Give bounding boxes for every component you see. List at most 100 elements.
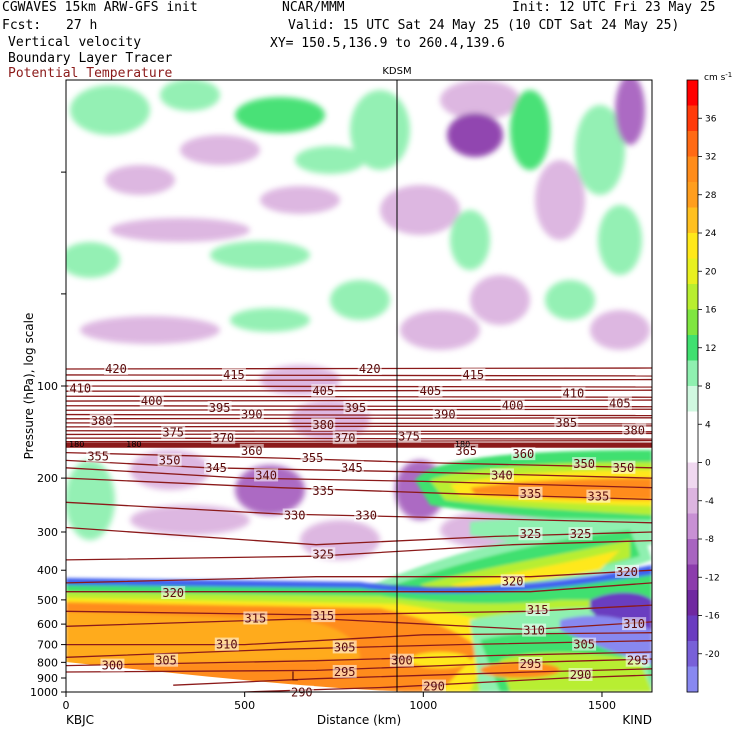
org-label: NCAR/MMM xyxy=(282,0,345,15)
isentrope-label: 315 xyxy=(245,611,267,625)
isentrope-label-bg xyxy=(282,508,307,522)
isentrope-label: 320 xyxy=(502,574,524,588)
isentrope-label: 325 xyxy=(570,527,592,541)
isentrope-label-bg xyxy=(311,384,336,398)
model-title: CGWAVES 15km ARW-GFS init xyxy=(2,0,198,15)
isentrope-label-bg xyxy=(461,367,486,381)
isentrope-label: 390 xyxy=(241,408,263,422)
colorbar-swatch xyxy=(687,258,698,285)
isentrope-label: 365 xyxy=(455,444,477,458)
colorbar-tick-label: -12 xyxy=(705,573,720,583)
xy-endpoints: XY= 150.5,136.9 to 260.4,139.6 xyxy=(270,36,505,51)
isentrope-label: 420 xyxy=(105,362,127,376)
isentrope-label-bg xyxy=(214,637,239,651)
isentrope-line xyxy=(66,459,652,479)
isentrope-label-bg xyxy=(211,431,236,445)
colorbar-swatch xyxy=(687,131,698,157)
isentrope-label: 290 xyxy=(423,680,445,694)
colorbar-swatch xyxy=(687,615,698,642)
isentrope-label-bg xyxy=(397,429,422,443)
y-tick-label: 200 xyxy=(37,472,58,485)
colorbar-unit: cm s-1 xyxy=(704,71,732,83)
colorbar-swatch xyxy=(687,207,698,234)
isentrope-label: 395 xyxy=(209,401,231,415)
isentrope-label: 385 xyxy=(555,416,577,430)
isentrope-line xyxy=(66,374,652,377)
isentrope-label: 355 xyxy=(302,451,324,465)
isentrope-label: 320 xyxy=(616,565,638,579)
isentrope-label-bg xyxy=(89,413,114,427)
isentrope-label: 305 xyxy=(573,638,595,652)
isentrope-label-bg xyxy=(518,527,543,541)
valid-time: Valid: 15 UTC Sat 24 May 25 (10 CDT Sat … xyxy=(288,18,680,33)
colorbar-swatch xyxy=(687,564,698,591)
isentrope-labels: 420 415 420 415 410 405 405 410 400 395 395 400 405 3… xyxy=(68,362,650,700)
isentrope-label-bg xyxy=(525,603,550,617)
isentrope-label: 415 xyxy=(462,368,484,382)
isentrope-label: 350 xyxy=(159,453,181,467)
isentrope-label: 360 xyxy=(241,444,263,458)
tropopause-label: 180 xyxy=(69,440,84,449)
isentrope-label-bg xyxy=(561,386,586,400)
isentrope-label-bg xyxy=(389,653,414,667)
colorbar-swatch xyxy=(687,284,698,310)
colorbar-swatch xyxy=(687,666,698,693)
isentrope-label: 290 xyxy=(291,686,313,700)
isentrope-label-bg xyxy=(254,468,279,482)
isentrope-label: 345 xyxy=(341,461,363,475)
colorbar-tick-label: 32 xyxy=(705,153,716,163)
isentrope-label: 335 xyxy=(312,484,334,498)
colorbar-swatch xyxy=(687,488,698,514)
isentrope-label: 415 xyxy=(223,368,245,382)
isentrope-label: 330 xyxy=(284,509,306,523)
isentrope-label: 335 xyxy=(520,487,542,501)
isentrope-line xyxy=(66,569,652,584)
isentrope-label-bg xyxy=(243,611,268,625)
y-tick-label: 300 xyxy=(37,526,58,539)
mid-station-label: KDSM xyxy=(382,66,411,77)
colorbar-tick-label: -4 xyxy=(705,497,714,507)
field-bl-tracer: Boundary Layer Tracer xyxy=(8,51,173,66)
isentrope-label: 355 xyxy=(87,450,109,464)
isentrope-label: 395 xyxy=(345,401,367,415)
isentrope-label: 370 xyxy=(334,431,356,445)
isentrope-label: 325 xyxy=(520,527,542,541)
colorbar-swatch xyxy=(687,105,698,132)
isentrope-line xyxy=(66,378,652,382)
colorbar-swatch xyxy=(687,360,698,387)
isentrope-label: 295 xyxy=(627,654,649,668)
isentrope-label: 380 xyxy=(623,424,645,438)
vertical-velocity-field xyxy=(66,80,652,692)
isentrope-label-bg xyxy=(354,508,379,522)
isentrope-line xyxy=(66,439,652,443)
y-tick-label: 400 xyxy=(37,564,58,577)
isentrope-label-bg xyxy=(586,489,611,503)
isentrope-label-bg xyxy=(625,653,650,667)
colorbar-swatch xyxy=(687,80,698,106)
isentrope-label-bg xyxy=(343,400,368,414)
isentrope-line xyxy=(66,477,652,501)
isentrope-label: 325 xyxy=(312,547,334,561)
isentrope-label: 345 xyxy=(205,461,227,475)
x-tick-label: 1500 xyxy=(588,699,616,712)
isentrope-label: 340 xyxy=(255,468,277,482)
isentrope-label: 390 xyxy=(434,408,456,422)
isentrope-label: 400 xyxy=(141,394,163,408)
isentrope-label-bg xyxy=(554,415,579,429)
isentrope-label: 405 xyxy=(312,384,334,398)
isentrope-label-bg xyxy=(518,656,543,670)
isentrope-label-bg xyxy=(332,640,357,654)
forecast-label: Fcst: xyxy=(2,18,42,33)
isentrope-label: 410 xyxy=(563,387,585,401)
isentrope-label-bg xyxy=(332,664,357,678)
isentrope-label-bg xyxy=(221,367,246,381)
colorbar-tick-label: 4 xyxy=(705,420,711,430)
isentrope-line xyxy=(66,658,652,673)
isentrope-label: 305 xyxy=(155,654,177,668)
y-tick-label: 900 xyxy=(37,672,58,685)
x-tick-label: 500 xyxy=(234,699,255,712)
isentrope-label-bg xyxy=(161,425,186,439)
isentrope-label-bg xyxy=(418,384,443,398)
isentrope-label-bg xyxy=(204,460,229,474)
